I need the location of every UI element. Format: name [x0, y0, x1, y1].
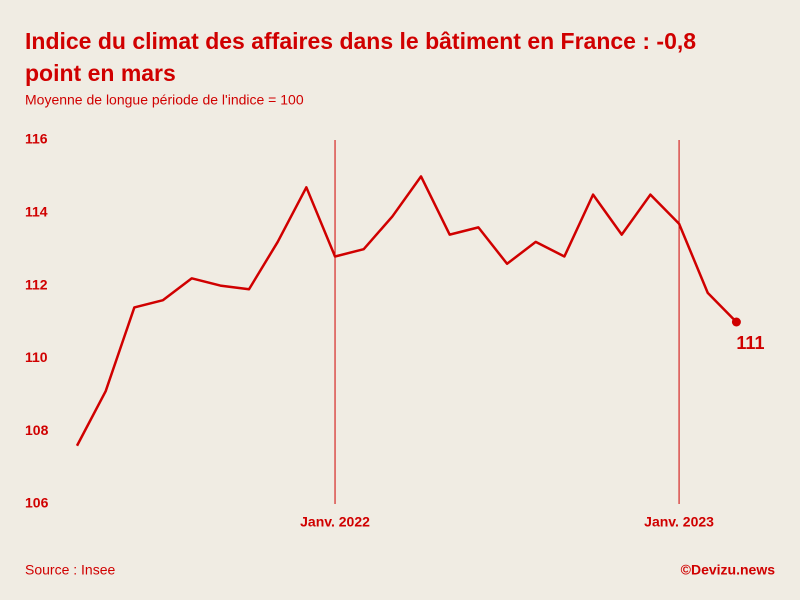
- y-tick-label: 108: [25, 422, 49, 438]
- y-tick-label: 116: [25, 131, 48, 147]
- y-tick-label: 106: [25, 495, 49, 511]
- y-tick-label: 112: [25, 276, 48, 292]
- y-tick-label: 114: [25, 204, 48, 220]
- end-point: [731, 317, 741, 327]
- chart-subtitle: Moyenne de longue période de l'indice = …: [25, 92, 304, 108]
- data-label: 111: [736, 333, 764, 353]
- source: Source : Insee: [25, 562, 115, 578]
- line: [75, 175, 738, 447]
- credit: ©Devizu.news: [681, 562, 776, 578]
- y-tick-label: 110: [25, 349, 48, 365]
- chart-title: Indice du climat des affaires dans le bâ…: [25, 28, 696, 54]
- chart-title: point en mars: [25, 60, 176, 86]
- x-tick-label: Janv. 2022: [300, 514, 370, 530]
- x-tick-label: Janv. 2023: [644, 514, 714, 530]
